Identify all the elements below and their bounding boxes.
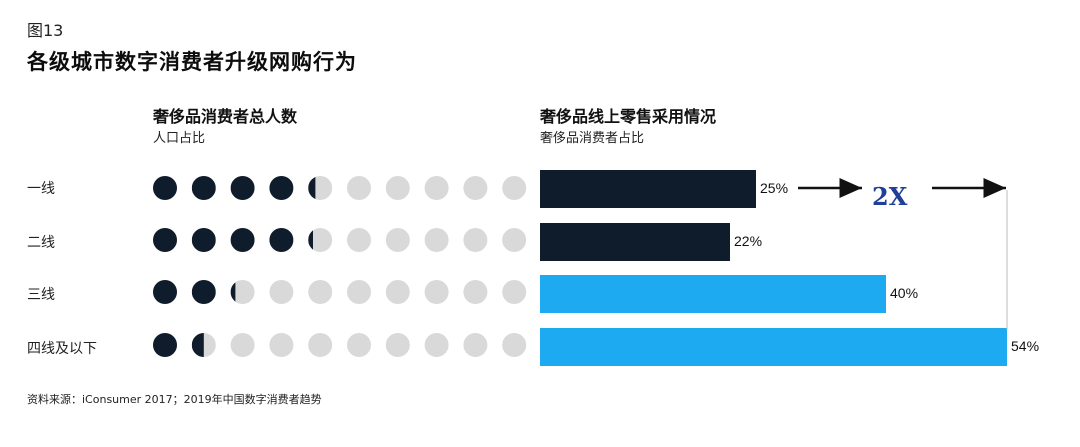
row-label-tier2: 二线 xyxy=(27,235,55,251)
right-panel-title: 奢侈品线上零售采用情况 xyxy=(540,107,717,126)
dot-3-3 xyxy=(230,280,255,304)
dot-3-8 xyxy=(424,280,449,304)
dot-3-4 xyxy=(269,280,294,304)
dot-4-2 xyxy=(191,333,216,357)
bar-1 xyxy=(540,170,756,208)
figure-label: 图13 xyxy=(27,21,64,40)
dot-4-7 xyxy=(385,333,410,357)
dot-1-1 xyxy=(153,176,177,200)
dot-2-9 xyxy=(463,228,488,252)
dot-3-10 xyxy=(502,280,527,304)
dot-4-10 xyxy=(502,333,527,357)
dot-1-4 xyxy=(269,176,294,200)
dot-3-2 xyxy=(191,280,216,304)
dot-3-7 xyxy=(385,280,410,304)
dot-2-2 xyxy=(191,228,216,252)
dot-1-10 xyxy=(502,176,527,200)
dot-1-6 xyxy=(347,176,371,200)
dot-2-5 xyxy=(308,228,333,252)
left-panel-title: 奢侈品消费者总人数 xyxy=(153,107,298,126)
bar-4 xyxy=(540,328,1007,366)
bar-3 xyxy=(540,275,886,313)
dot-4-3 xyxy=(230,333,255,357)
bar-value-label-1: 25% xyxy=(760,180,789,196)
dot-1-5 xyxy=(308,176,333,200)
right-panel-subtitle: 奢侈品消费者占比 xyxy=(540,131,645,146)
dot-2-6 xyxy=(347,228,371,252)
dot-3-6 xyxy=(347,280,371,304)
source-note: 资料来源：iConsumer 2017；2019年中国数字消费者趋势 xyxy=(27,393,322,406)
dot-4-8 xyxy=(424,333,449,357)
dot-2-10 xyxy=(502,228,527,252)
dot-2-8 xyxy=(424,228,449,252)
dot-1-9 xyxy=(463,176,488,200)
row-label-tier4: 四线及以下 xyxy=(27,341,97,357)
left-panel-subtitle: 人口占比 xyxy=(153,131,206,146)
dot-4-5 xyxy=(308,333,333,357)
dot-2-7 xyxy=(385,228,410,252)
dot-3-1 xyxy=(153,280,177,304)
bar-value-label-3: 40% xyxy=(890,285,919,301)
dot-4-1 xyxy=(153,333,177,357)
dot-1-8 xyxy=(424,176,449,200)
dot-2-1 xyxy=(153,228,177,252)
dot-2-3 xyxy=(230,228,255,252)
dot-1-3 xyxy=(230,176,255,200)
growth-callout: 2X xyxy=(872,182,908,211)
figure-title: 各级城市数字消费者升级网购行为 xyxy=(27,50,357,74)
dot-1-2 xyxy=(191,176,216,200)
dot-3-9 xyxy=(463,280,488,304)
dot-4-9 xyxy=(463,333,488,357)
dot-4-4 xyxy=(269,333,294,357)
bar-2 xyxy=(540,223,730,261)
dot-3-5 xyxy=(308,280,333,304)
row-label-tier3: 三线 xyxy=(27,287,55,303)
dot-2-4 xyxy=(269,228,294,252)
bar-value-label-2: 22% xyxy=(734,233,763,249)
dot-4-6 xyxy=(347,333,371,357)
row-label-tier1: 一线 xyxy=(27,181,55,197)
dot-1-7 xyxy=(385,176,410,200)
bar-value-label-4: 54% xyxy=(1011,338,1040,354)
